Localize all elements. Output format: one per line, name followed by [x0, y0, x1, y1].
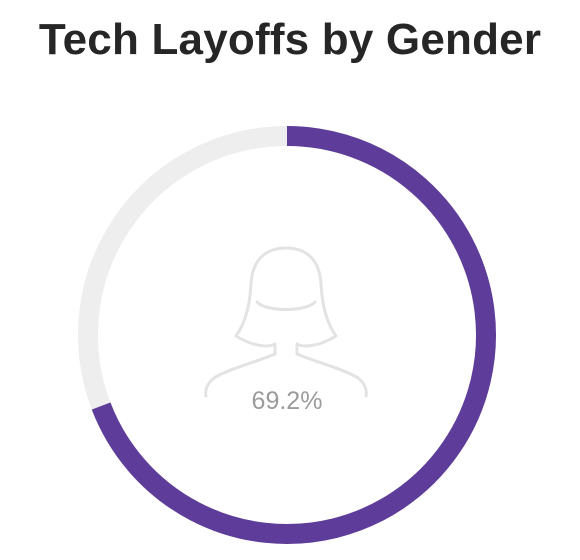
female-person-outline-icon	[204, 246, 368, 398]
center-percent-label: 69.2%	[252, 387, 323, 415]
donut-slices	[78, 126, 496, 544]
donut-slice-primary	[91, 126, 496, 544]
chart-title: Tech Layoffs by Gender	[38, 15, 542, 64]
donut-slice-remainder	[78, 126, 288, 410]
